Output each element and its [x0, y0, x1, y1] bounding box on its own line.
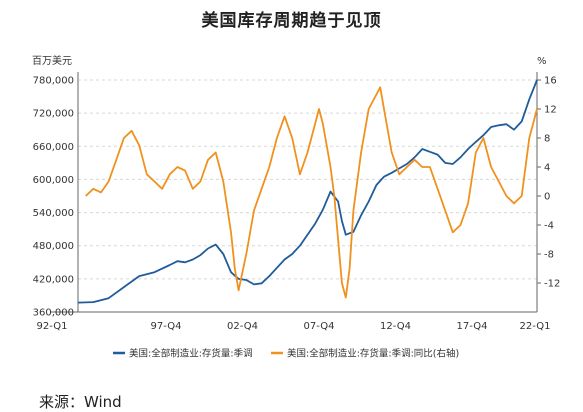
x-tick-label: 07-Q4 — [304, 321, 335, 332]
right-tick-label: 12 — [544, 105, 557, 116]
legend: 美国:全部制造业:存货量:季调 美国:全部制造业:存货量:季调:同比(右轴) — [113, 348, 459, 360]
left-tick-label: 600,000 — [33, 175, 74, 186]
x-tick-label: 02-Q4 — [227, 321, 258, 332]
right-tick-label: 16 — [544, 76, 557, 87]
x-axis-ticks: 92-Q1 97-Q4 02-Q4 07-Q4 12-Q4 17-Q4 22-Q1 — [37, 321, 551, 332]
right-tick-label: -4 — [544, 221, 554, 232]
x-tick-label: 92-Q1 — [37, 321, 68, 332]
left-tick-label: 780,000 — [33, 76, 74, 87]
left-axis-ticks: 360,000 420,000 480,000 540,000 600,000 660,0… — [33, 76, 74, 319]
right-tick-label: 0 — [544, 192, 550, 203]
left-tick-label: 420,000 — [33, 274, 74, 285]
chart-title: 美国库存周期趋于见顶 — [201, 11, 382, 31]
right-tick-label: -8 — [544, 250, 554, 261]
right-tick-label: 4 — [544, 163, 550, 174]
left-tick-label: 360,000 — [33, 308, 74, 319]
series-line-2 — [85, 86, 538, 299]
left-tick-label: 660,000 — [33, 142, 74, 153]
right-tick-label: -12 — [544, 279, 560, 290]
legend-label-1: 美国:全部制造业:存货量:季调 — [129, 348, 253, 360]
legend-label-2: 美国:全部制造业:存货量:季调:同比(右轴) — [287, 348, 459, 360]
x-tick-label: 17-Q4 — [457, 321, 488, 332]
x-tick-label: 97-Q4 — [151, 321, 182, 332]
right-axis-unit: % — [537, 56, 547, 67]
left-tick-label: 540,000 — [33, 208, 74, 219]
left-tick-label: 720,000 — [33, 109, 74, 120]
left-tick-label: 480,000 — [33, 241, 74, 252]
x-tick-label: 22-Q1 — [520, 321, 551, 332]
left-axis-unit: 百万美元 — [32, 54, 72, 67]
axes — [50, 72, 538, 313]
right-axis-ticks: -12 -8 -4 0 4 8 12 16 — [537, 76, 560, 290]
right-tick-label: 8 — [544, 134, 550, 145]
x-tick-label: 12-Q4 — [380, 321, 411, 332]
grid-lines — [78, 79, 537, 313]
series-layer — [77, 79, 538, 304]
source-note: 来源：Wind — [39, 393, 122, 411]
